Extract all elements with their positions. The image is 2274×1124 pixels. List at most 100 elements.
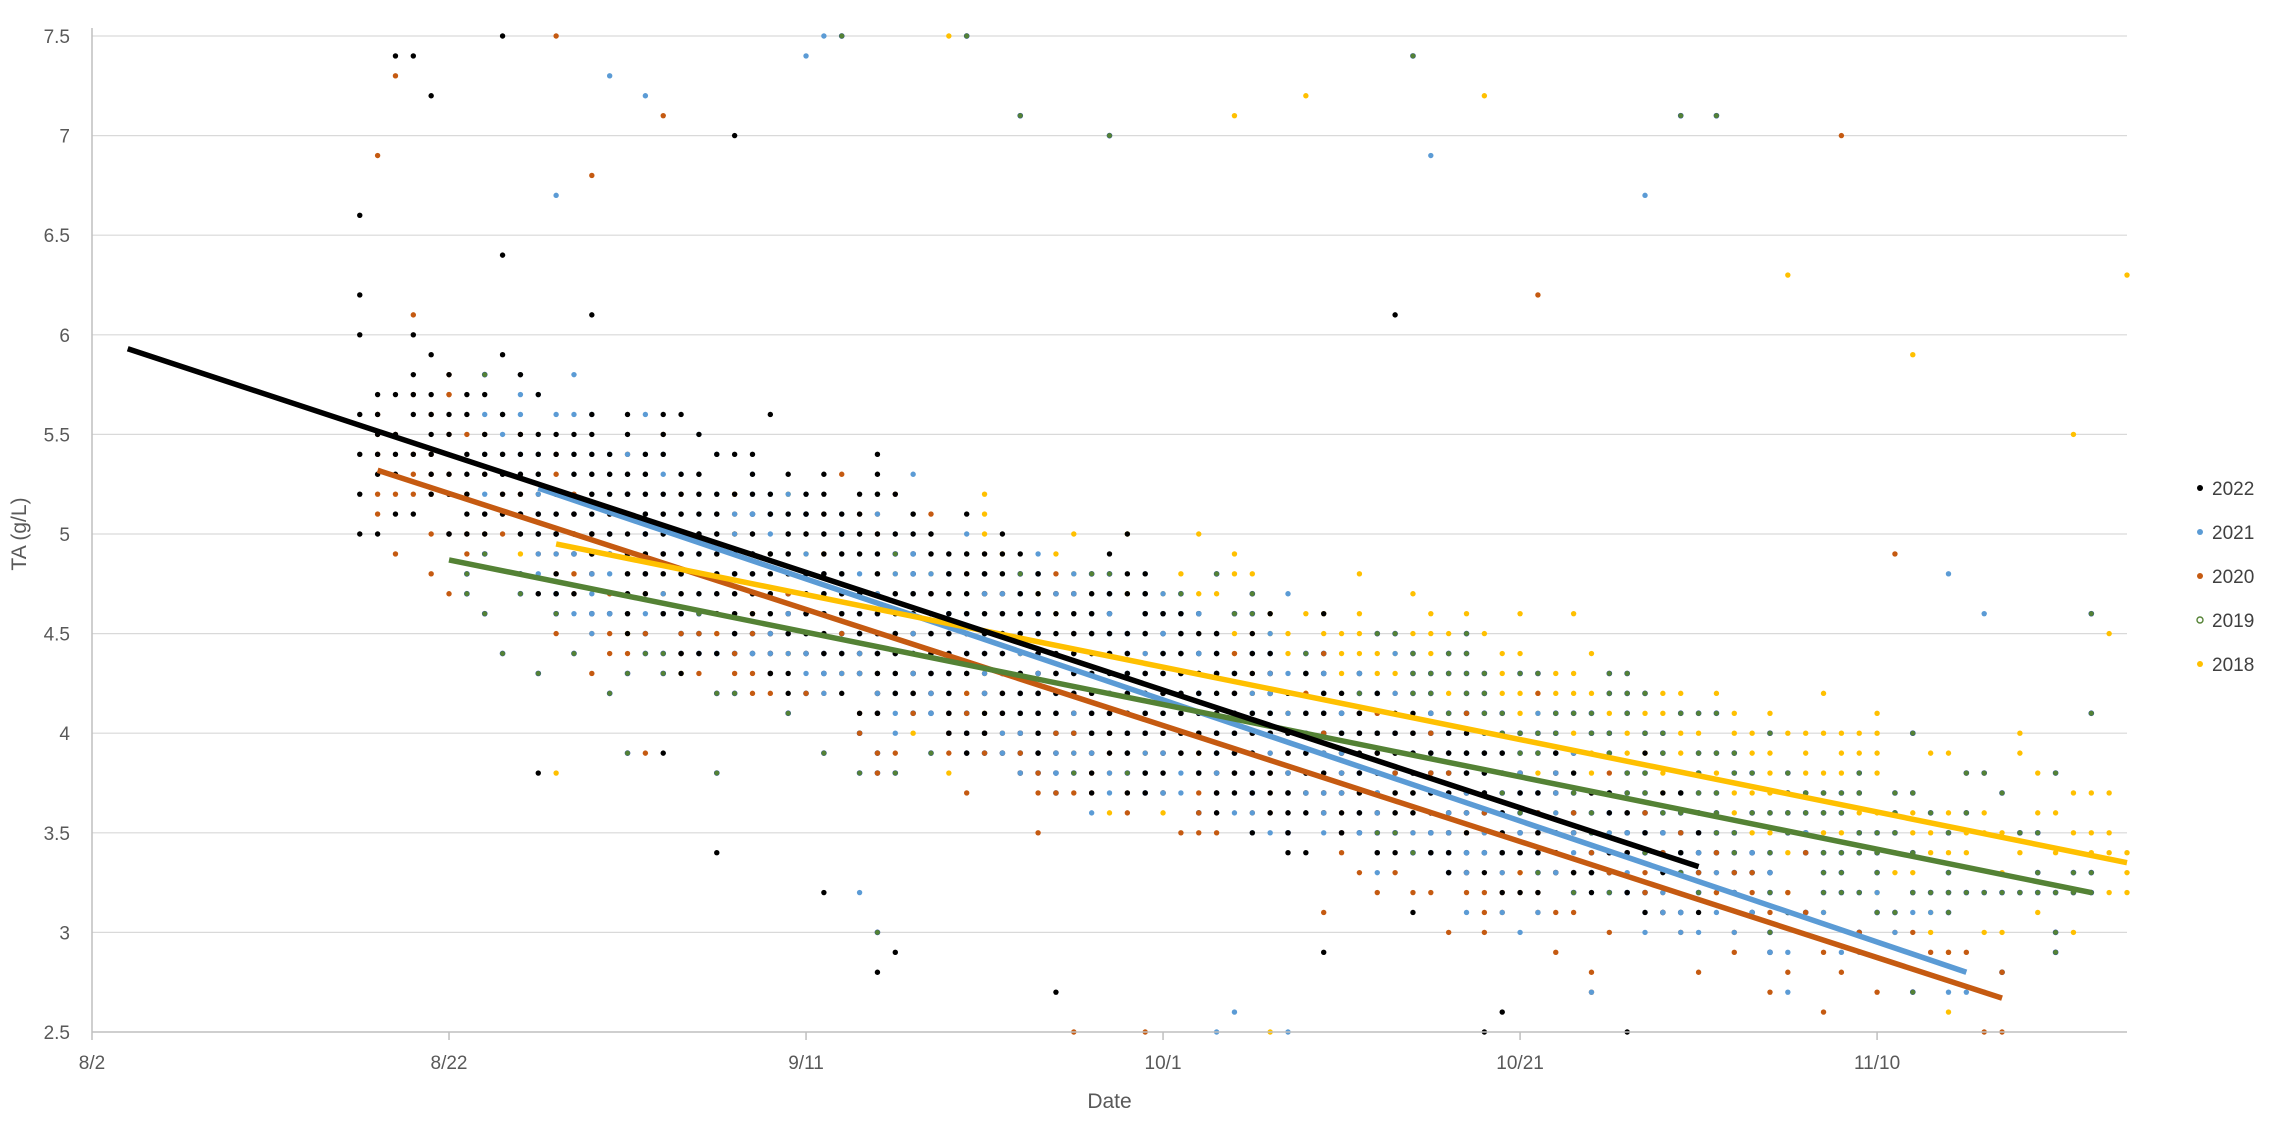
data-point-2021 [1838,949,1845,956]
data-point-2020 [642,630,649,637]
data-point-2020 [1785,969,1791,975]
data-point-2018 [1303,93,1309,99]
data-point-2021 [910,471,916,477]
data-point-2020 [553,471,559,477]
data-point-2021 [1553,790,1559,796]
data-point-2022 [892,531,898,537]
data-point-2022 [999,610,1006,617]
data-point-2022 [749,451,756,458]
data-point-2018 [2124,850,2130,856]
data-point-2020 [928,511,934,517]
data-point-2020 [624,650,631,657]
data-point-ring-2019 [1767,730,1773,736]
data-point-2021 [1570,850,1577,856]
data-point-2020 [1445,770,1452,776]
data-point-2022 [1321,610,1327,617]
data-point-2021 [1678,909,1684,916]
data-point-ring-2019 [1910,989,1916,995]
data-point-2018 [2070,790,2077,796]
data-point-ring-2019 [1571,790,1577,796]
data-point-2020 [1642,810,1648,816]
data-point-2021 [1267,830,1273,836]
data-point-2022 [517,451,524,458]
data-point-ring-2019 [1017,571,1023,577]
data-point-2018 [1356,571,1363,577]
data-point-ring-2019 [1446,651,1452,656]
data-point-2021 [981,670,988,677]
data-point-ring-2019 [1696,890,1702,896]
data-point-2022 [999,690,1006,697]
data-point-2018 [1213,591,1220,597]
data-point-2021 [821,670,827,677]
data-point-2022 [410,391,417,398]
data-point-2022 [963,571,970,577]
data-point-2018 [2052,850,2059,856]
data-point-2021 [910,571,916,577]
data-point-ring-2019 [464,571,470,577]
data-point-2018 [1463,610,1470,617]
data-point-2022 [642,471,649,477]
data-point-2020 [1570,909,1577,916]
data-point-2022 [1053,610,1059,617]
data-point-2022 [1285,750,1291,756]
data-point-2022 [1499,889,1505,896]
data-point-ring-2019 [535,670,541,676]
data-point-2021 [731,511,738,517]
data-point-2018 [2088,830,2094,836]
data-point-2018 [1660,710,1666,716]
data-point-ring-2019 [1178,591,1184,597]
data-point-ring-2019 [1606,690,1612,696]
data-point-ring-2019 [1410,651,1416,656]
data-point-2018 [2017,850,2023,856]
data-point-2020 [1017,750,1023,756]
y-tick-labels: 2.5 3 3.5 4 4.5 5 5.5 6 6.5 7 7.5 [44,27,71,1044]
legend-marker-2018 [2197,661,2203,667]
data-point-2022 [1392,312,1398,318]
trendline-2018 [555,541,2128,866]
data-point-2022 [1088,730,1095,736]
data-point-2022 [892,630,898,637]
data-point-2022 [821,491,827,497]
data-point-2018 [1071,531,1077,537]
data-point-2018 [1963,850,1970,856]
data-point-ring-2019 [1856,850,1862,856]
data-point-2020 [428,571,434,577]
data-point-2022 [589,511,595,517]
data-point-2022 [535,531,541,537]
data-point-ring-2019 [1892,910,1898,915]
data-point-2022 [1106,630,1113,637]
data-point-2021 [482,411,488,418]
data-point-2022 [1499,850,1505,856]
data-point-2022 [999,571,1006,577]
data-point-ring-2019 [1999,890,2005,896]
data-point-2022 [1017,591,1023,597]
data-point-2022 [660,431,666,438]
data-point-ring-2019 [1856,890,1862,896]
data-point-ring-2019 [1660,810,1666,816]
data-point-ring-2019 [1499,710,1505,716]
data-point-2021 [1231,810,1238,816]
data-point-2022 [678,491,684,497]
data-point-2021 [571,551,577,557]
data-point-2022 [892,591,898,597]
data-point-2022 [1088,710,1095,716]
data-point-2022 [535,770,541,776]
data-point-2022 [517,491,524,497]
data-point-2020 [392,551,399,557]
data-point-2021 [1428,830,1434,836]
data-point-2018 [1838,770,1845,776]
data-point-2022 [1374,690,1380,697]
data-point-2022 [714,451,720,458]
data-point-2018 [1678,730,1684,736]
data-point-ring-2019 [2088,611,2094,617]
data-point-2022 [374,391,381,398]
data-point-2018 [1356,630,1363,637]
data-point-2018 [1802,770,1809,776]
data-point-2018 [1731,810,1737,816]
data-point-2020 [1767,909,1773,916]
data-point-2022 [1249,790,1256,796]
data-point-ring-2019 [1928,890,1934,896]
data-point-2021 [589,571,595,577]
data-point-ring-2019 [1642,730,1648,736]
